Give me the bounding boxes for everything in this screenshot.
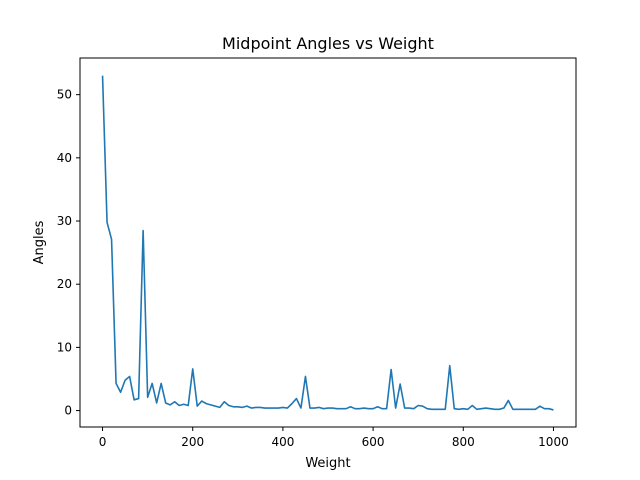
y-tick-label: 50 — [57, 88, 72, 102]
y-tick-label: 20 — [57, 277, 72, 291]
x-axis-ticks: 0 200 400 600 800 1000 — [99, 427, 569, 449]
y-axis-ticks: 0 10 20 30 40 50 — [57, 88, 80, 418]
y-tick-label: 0 — [64, 404, 72, 418]
x-axis-label: Weight — [305, 456, 350, 471]
x-tick-label: 200 — [181, 435, 204, 449]
chart-title: Midpoint Angles vs Weight — [222, 34, 434, 53]
y-axis-label: Angles — [32, 220, 47, 264]
y-tick-label: 10 — [57, 340, 72, 354]
x-tick-label: 1000 — [538, 435, 569, 449]
y-tick-label: 40 — [57, 151, 72, 165]
x-tick-label: 0 — [99, 435, 107, 449]
x-tick-label: 400 — [271, 435, 294, 449]
plot-area — [101, 75, 554, 411]
series-line-0 — [101, 75, 554, 411]
y-tick-label: 30 — [57, 214, 72, 228]
axes-frame — [79, 57, 577, 428]
x-tick-label: 600 — [362, 435, 385, 449]
x-tick-label: 800 — [452, 435, 475, 449]
